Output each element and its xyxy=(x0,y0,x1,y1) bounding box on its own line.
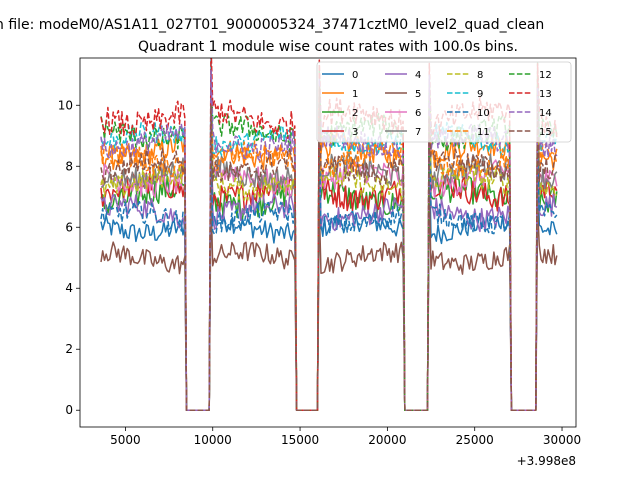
y-tick-label: 4 xyxy=(65,281,73,295)
legend-label-1: 1 xyxy=(352,89,358,100)
series-line-15 xyxy=(100,86,558,411)
figure-suptitle: n file: modeM0/AS1A11_027T01_9000005324_… xyxy=(0,17,544,33)
x-tick-label: 25000 xyxy=(456,433,494,447)
x-tick-label: 10000 xyxy=(194,433,232,447)
y-tick-label: 10 xyxy=(58,98,73,112)
legend-label-7: 7 xyxy=(415,127,421,138)
chart-title: Quadrant 1 module wise count rates with … xyxy=(138,39,518,55)
legend-label-15: 15 xyxy=(539,127,552,138)
axes-frame xyxy=(79,57,577,428)
legend-label-11: 11 xyxy=(477,127,490,138)
y-tick-label: 2 xyxy=(65,342,73,356)
legend-label-14: 14 xyxy=(539,108,552,119)
x-axis: 5000 10000 15000 20000 25000 30000 xyxy=(110,427,581,447)
legend-label-4: 4 xyxy=(415,70,421,81)
y-tick-label: 0 xyxy=(65,403,73,417)
legend-label-13: 13 xyxy=(539,89,552,100)
x-tick-label: 15000 xyxy=(281,433,319,447)
legend-label-8: 8 xyxy=(477,70,483,81)
legend-label-6: 6 xyxy=(415,108,421,119)
legend-label-0: 0 xyxy=(352,70,358,81)
legend-label-5: 5 xyxy=(415,89,421,100)
x-tick-label: 20000 xyxy=(368,433,406,447)
x-tick-label: 5000 xyxy=(110,433,141,447)
y-tick-label: 8 xyxy=(65,159,73,173)
series-line-8 xyxy=(100,107,558,411)
y-axis: 0 2 4 6 8 10 xyxy=(58,98,80,417)
x-axis-offset-label: +3.998e8 xyxy=(517,454,576,468)
legend-label-10: 10 xyxy=(477,108,490,119)
legend-label-3: 3 xyxy=(352,127,358,138)
y-tick-label: 6 xyxy=(65,220,73,234)
legend-label-2: 2 xyxy=(352,108,358,119)
x-tick-label: 30000 xyxy=(543,433,581,447)
series-line-10 xyxy=(100,141,558,411)
series-line-5 xyxy=(100,189,558,411)
legend-label-12: 12 xyxy=(539,70,552,81)
legend-frame xyxy=(316,61,572,143)
legend-label-9: 9 xyxy=(477,89,483,100)
